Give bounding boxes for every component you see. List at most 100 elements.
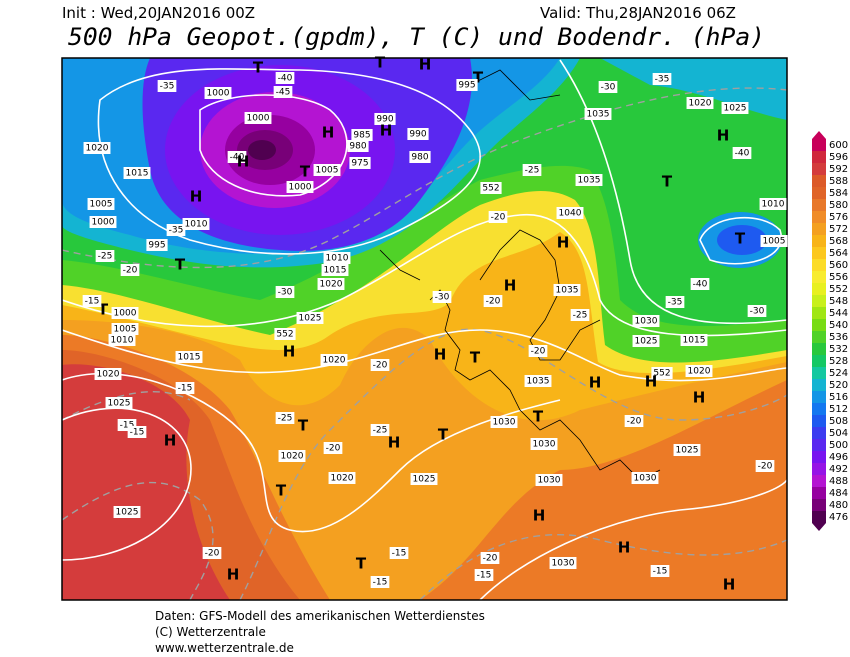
label-box	[721, 102, 749, 114]
value-label: -30	[275, 286, 295, 298]
label-text: -30	[601, 83, 616, 93]
colorbar-label: 512	[829, 404, 848, 415]
label-box	[598, 81, 618, 93]
label-text: 1020	[97, 370, 120, 380]
value-label: -25	[370, 424, 390, 436]
colorbar-label: 516	[829, 392, 848, 403]
colorbar-label: 600	[829, 140, 848, 151]
label-text: 1020	[688, 367, 711, 377]
colorbar-swatch	[812, 199, 826, 211]
label-text: -20	[483, 554, 498, 564]
label-text: 985	[353, 131, 370, 141]
pressure-center: T	[175, 256, 186, 274]
colorbar-label: 584	[829, 188, 848, 199]
value-label: -20	[120, 264, 140, 276]
label-box	[94, 368, 122, 380]
label-box	[530, 438, 558, 450]
value-label: 1030	[549, 557, 577, 569]
label-text: 1020	[320, 280, 343, 290]
value-label: -15	[474, 569, 494, 581]
label-box	[524, 375, 552, 387]
colorbar: 6005965925885845805765725685645605565525…	[812, 131, 848, 531]
label-box	[320, 354, 348, 366]
label-text: 975	[351, 159, 368, 169]
value-label: 995	[456, 79, 478, 91]
colorbar-label: 484	[829, 488, 848, 499]
label-text: 1015	[683, 336, 706, 346]
label-text: -25	[278, 414, 293, 424]
colorbar-label: 480	[829, 500, 848, 511]
label-box	[490, 416, 518, 428]
label-text: 1025	[724, 104, 747, 114]
value-label: 1030	[631, 472, 659, 484]
label-box	[409, 151, 431, 163]
value-label: 980	[347, 140, 369, 152]
value-label: 1020	[328, 472, 356, 484]
label-text: 1000	[289, 183, 312, 193]
label-box	[570, 309, 590, 321]
label-box	[685, 365, 713, 377]
pressure-center: T	[356, 555, 367, 573]
colorbar-swatch	[812, 175, 826, 187]
label-box	[157, 80, 177, 92]
pressure-center: H	[419, 56, 432, 74]
value-label: 1035	[553, 284, 581, 296]
label-box	[278, 450, 306, 462]
label-box	[732, 147, 752, 159]
label-box	[680, 334, 708, 346]
label-box	[323, 442, 343, 454]
colorbar-swatch	[812, 211, 826, 223]
label-box	[146, 239, 168, 251]
label-text: -40	[735, 149, 750, 159]
label-box	[432, 291, 452, 303]
value-label: -20	[488, 211, 508, 223]
init-time: Init : Wed,20JAN2016 00Z	[62, 4, 255, 22]
value-label: 990	[374, 113, 396, 125]
colorbar-label: 508	[829, 416, 848, 427]
pressure-center: H	[557, 234, 570, 252]
label-box	[317, 278, 345, 290]
value-label: 1030	[535, 474, 563, 486]
label-text: 1020	[689, 99, 712, 109]
label-box	[631, 472, 659, 484]
label-box	[175, 382, 195, 394]
pressure-center: T	[533, 408, 544, 426]
label-box	[175, 351, 203, 363]
label-box	[759, 198, 787, 210]
label-text: -30	[435, 293, 450, 303]
colorbar-label: 576	[829, 212, 848, 223]
pressure-center: T	[662, 173, 673, 191]
value-label: 1020	[685, 365, 713, 377]
label-text: 990	[376, 115, 393, 125]
label-box	[480, 552, 500, 564]
label-text: 995	[458, 81, 475, 91]
value-label: -20	[370, 359, 390, 371]
label-text: 1020	[281, 452, 304, 462]
colorbar-swatch	[812, 415, 826, 427]
value-label: -40	[275, 72, 295, 84]
value-label: 1030	[632, 315, 660, 327]
value-label: -30	[747, 305, 767, 317]
pressure-center: T	[298, 417, 309, 435]
value-label: 995	[146, 239, 168, 251]
label-box	[673, 444, 701, 456]
pressure-center: T	[375, 54, 386, 72]
label-text: -20	[373, 361, 388, 371]
label-text: 552	[653, 369, 670, 379]
value-label: -15	[127, 426, 147, 438]
label-box	[556, 207, 584, 219]
colorbar-swatch	[812, 403, 826, 415]
label-text: 1005	[763, 237, 786, 247]
label-box	[274, 328, 296, 340]
colorbar-swatch	[812, 343, 826, 355]
colorbar-label: 492	[829, 464, 848, 475]
value-label: 1020	[317, 278, 345, 290]
label-box	[227, 151, 247, 163]
pressure-center: H	[723, 576, 736, 594]
colorbar-label: 500	[829, 440, 848, 451]
colorbar-swatch	[812, 475, 826, 487]
value-label: 1025	[632, 335, 660, 347]
footer-line: www.wetterzentrale.de	[155, 641, 294, 655]
label-text: 1030	[552, 559, 575, 569]
footer-line: (C) Wetterzentrale	[155, 625, 266, 639]
